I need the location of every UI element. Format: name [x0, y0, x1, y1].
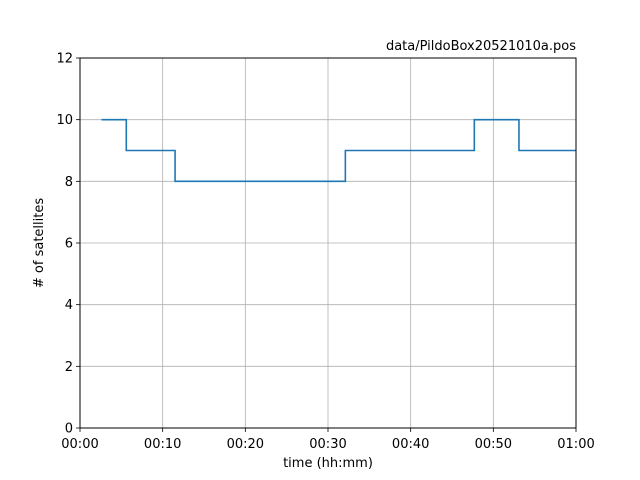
y-tick-label: 2	[65, 360, 73, 375]
y-tick-label: 6	[65, 237, 73, 252]
series-layer	[101, 118, 576, 183]
y-axis: 0 2 4 6 8 10 12	[56, 52, 80, 437]
y-tick-label: 4	[65, 298, 73, 313]
x-tick-label: 00:10	[144, 437, 181, 452]
y-tick-label: 0	[65, 422, 73, 437]
x-axis: 00:00 00:10 00:20 00:30 00:40 00:50 01:00	[61, 428, 595, 452]
x-tick-label: 00:00	[61, 437, 98, 452]
x-tick-label: 00:20	[227, 437, 264, 452]
y-tick-label: 12	[56, 52, 73, 67]
x-tick-label: 01:00	[557, 437, 594, 452]
x-tick-label: 00:50	[475, 437, 512, 452]
series-line	[101, 118, 576, 183]
chart-title: data/PildoBox20521010a.pos	[386, 39, 576, 54]
x-axis-label: time (hh:mm)	[283, 456, 373, 471]
y-axis-label: # of satellites	[32, 198, 47, 288]
y-tick-label: 8	[65, 175, 73, 190]
x-tick-label: 00:30	[309, 437, 346, 452]
x-tick-label: 00:40	[392, 437, 429, 452]
y-tick-label: 10	[56, 113, 73, 128]
